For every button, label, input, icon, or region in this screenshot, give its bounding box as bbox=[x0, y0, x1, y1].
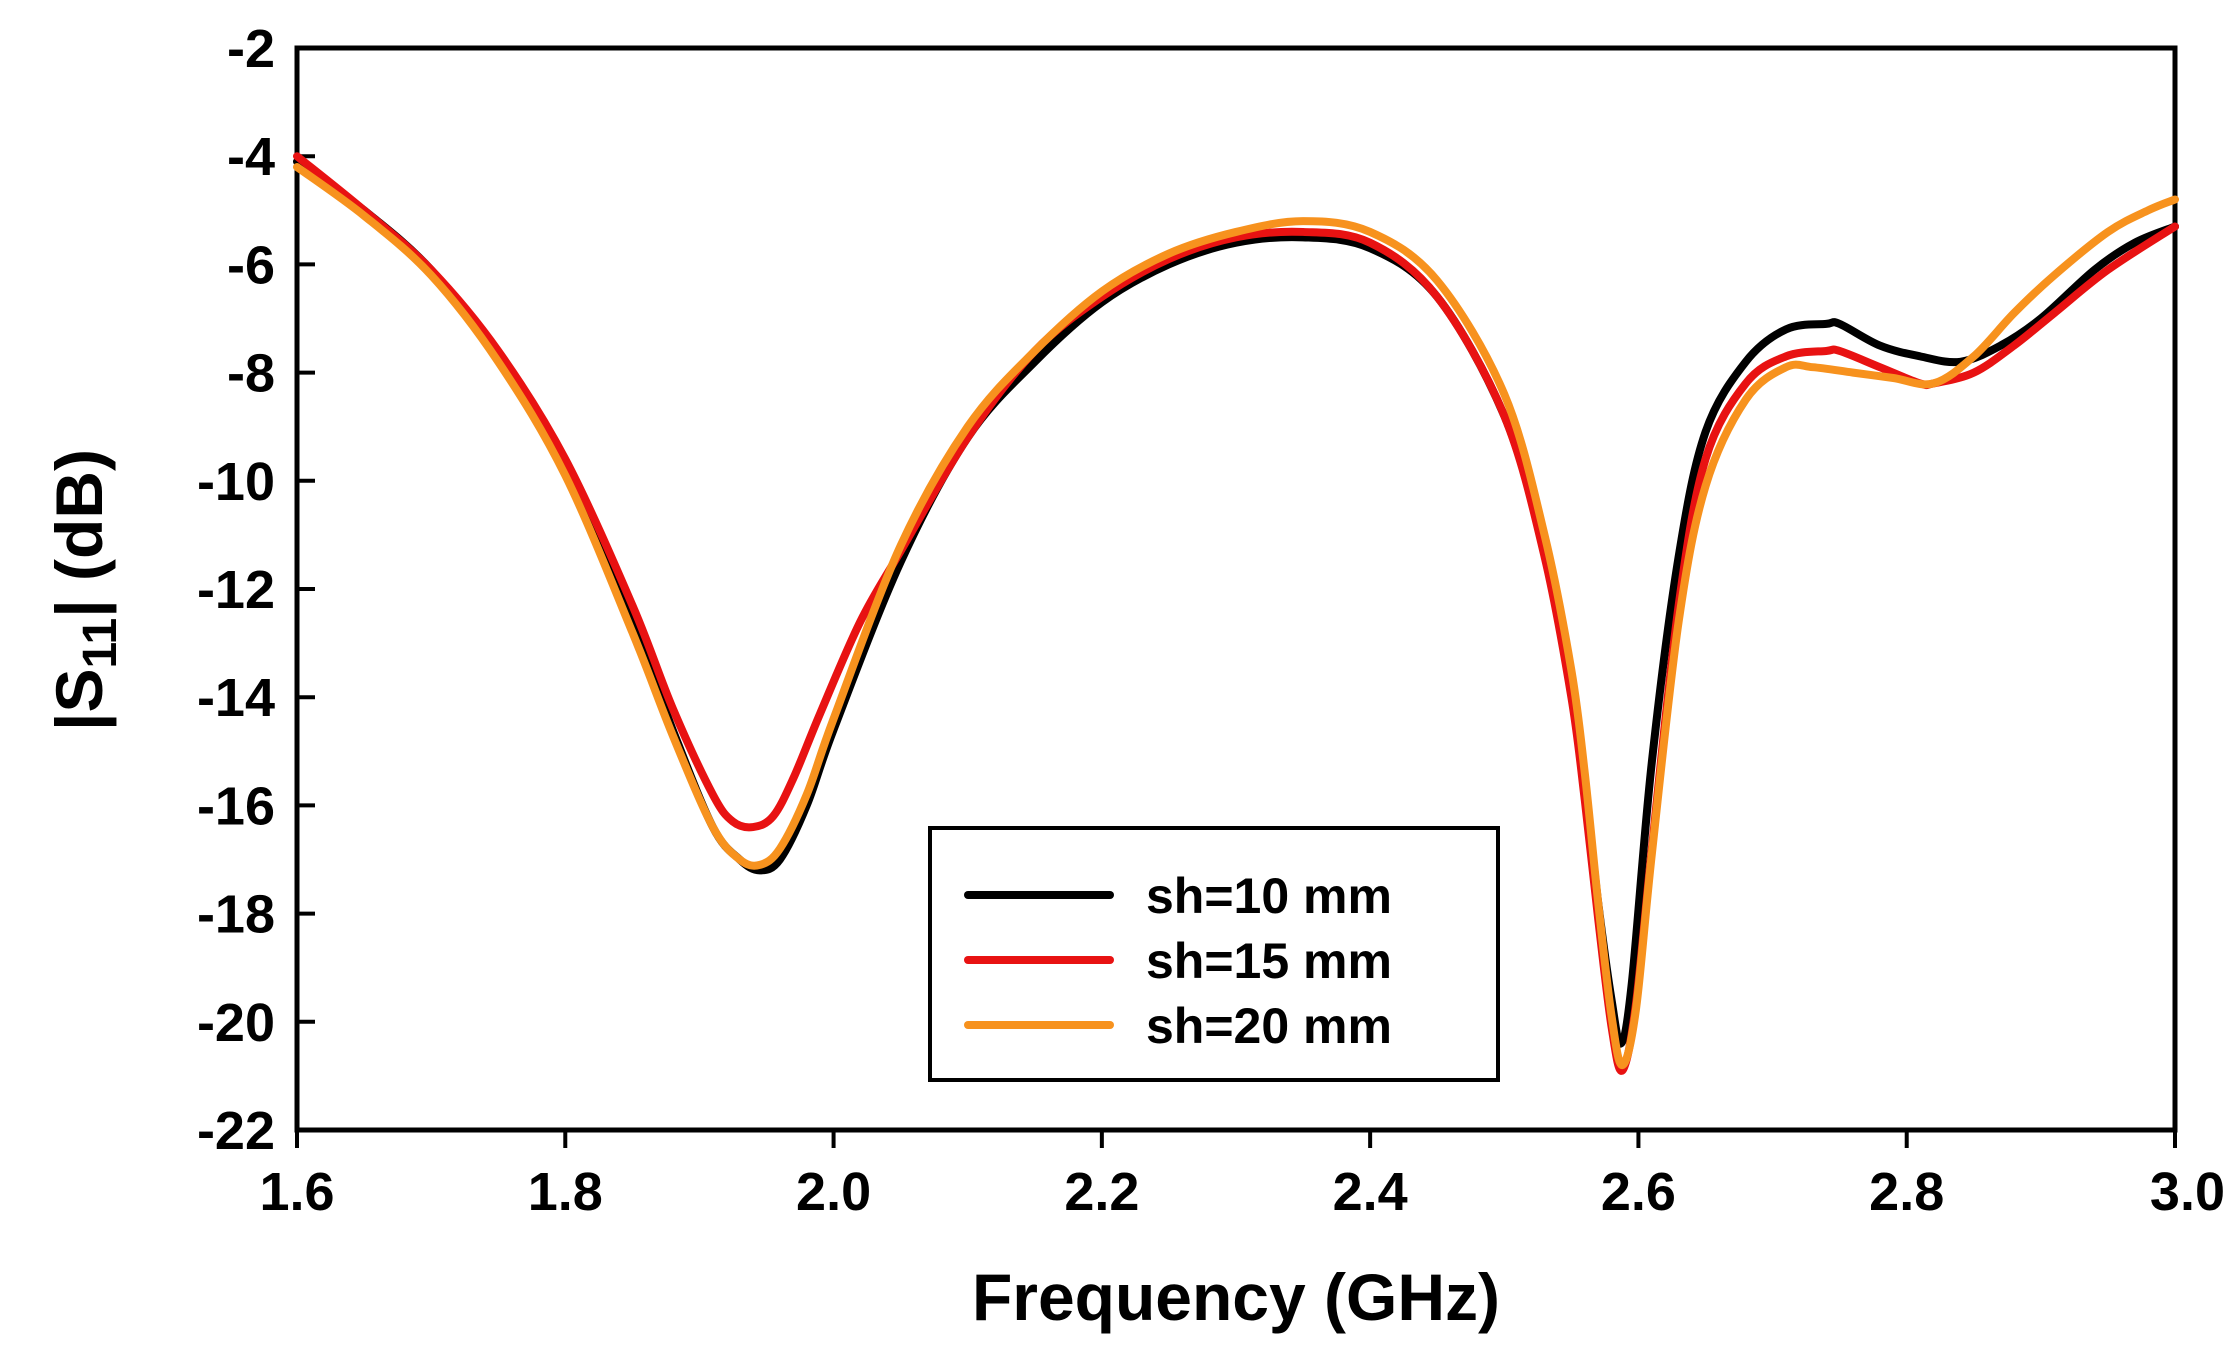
x-tick-label: 2.8 bbox=[1869, 1162, 1944, 1222]
x-tick-label: 2.2 bbox=[1064, 1162, 1139, 1222]
series-lines bbox=[293, 152, 2179, 1075]
x-axis-tick-labels: 1.6 1.8 2.0 2.2 2.4 2.6 2.8 3.0 bbox=[259, 1162, 2225, 1222]
series-line-sh-20-mm bbox=[293, 163, 2179, 1070]
x-tick-label: 1.8 bbox=[528, 1162, 603, 1222]
series-line-sh-15-mm bbox=[293, 152, 2179, 1075]
legend: sh=10 mm sh=15 mm sh=20 mm bbox=[928, 826, 1500, 1082]
x-tick-label: 2.4 bbox=[1333, 1162, 1408, 1222]
y-tick-label: -14 bbox=[197, 668, 275, 728]
y-axis-ticks bbox=[297, 46, 315, 1132]
y-tick-label: -22 bbox=[197, 1101, 275, 1161]
legend-label-sh-20-mm: sh=20 mm bbox=[1146, 998, 1392, 1054]
y-axis-title-suffix: | (dB) bbox=[42, 449, 118, 618]
y-axis-title: |S11| (dB) bbox=[42, 449, 127, 731]
y-axis-tick-labels: -2 -4 -6 -8 -10 -12 -14 -16 -18 -20 -22 bbox=[197, 19, 275, 1161]
y-tick-label: -16 bbox=[197, 776, 275, 836]
y-axis-title-subscript: 11 bbox=[74, 618, 127, 669]
y-tick-label: -18 bbox=[197, 885, 275, 945]
y-tick-label: -2 bbox=[227, 19, 275, 79]
x-axis-title: Frequency (GHz) bbox=[972, 1260, 1500, 1334]
x-tick-label: 1.6 bbox=[259, 1162, 334, 1222]
y-tick-label: -8 bbox=[227, 344, 275, 404]
y-tick-label: -10 bbox=[197, 452, 275, 512]
y-tick-label: -12 bbox=[197, 560, 275, 620]
legend-entries: sh=10 mm sh=15 mm sh=20 mm bbox=[964, 868, 1392, 1054]
x-axis-ticks bbox=[295, 1130, 2177, 1148]
x-tick-label: 3.0 bbox=[2150, 1162, 2225, 1222]
x-tick-label: 2.6 bbox=[1601, 1162, 1676, 1222]
legend-label-sh-15-mm: sh=15 mm bbox=[1146, 933, 1392, 989]
y-tick-label: -4 bbox=[227, 127, 275, 187]
y-tick-label: -6 bbox=[227, 235, 275, 295]
legend-label-sh-10-mm: sh=10 mm bbox=[1146, 868, 1392, 924]
legend-box bbox=[928, 826, 1500, 1082]
y-tick-label: -20 bbox=[197, 993, 275, 1053]
y-axis-title-prefix: |S bbox=[42, 669, 118, 732]
x-tick-label: 2.0 bbox=[796, 1162, 871, 1222]
